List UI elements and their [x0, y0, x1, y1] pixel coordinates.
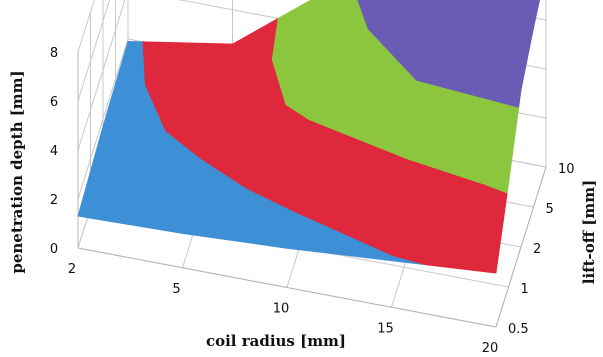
surface-patch — [142, 41, 233, 87]
z-tick-label: 0 — [50, 242, 58, 257]
z-tick-label: 6 — [50, 95, 58, 110]
y-tick-label: 2 — [533, 242, 541, 257]
z-tick-label: 8 — [50, 46, 58, 61]
y-axis-title: lift-off [mm] — [580, 180, 598, 284]
surface-patch — [484, 183, 509, 194]
z-tick-label: 2 — [50, 193, 58, 208]
x-axis-line — [77, 247, 497, 328]
x-tick-label: 2 — [68, 262, 76, 277]
x-tick-label: 20 — [482, 341, 499, 356]
x-axis-title: coil radius [mm] — [206, 332, 346, 350]
surface-plot — [77, 0, 541, 274]
x-tick-label: 10 — [273, 302, 290, 317]
z-tick-label: 4 — [50, 144, 58, 159]
y-axis-line — [495, 166, 547, 328]
left-wall-gridline — [77, 0, 95, 53]
surface-patch — [391, 184, 508, 274]
y-tick-label: 0.5 — [508, 322, 529, 337]
y-tick-label: 10 — [558, 162, 575, 177]
y-tick-label: 5 — [546, 202, 554, 217]
y-tick-label: 1 — [521, 282, 529, 297]
x-tick-label: 15 — [377, 321, 394, 336]
surface-patch — [416, 79, 522, 108]
surface-patch — [416, 22, 534, 91]
x-tick-label: 5 — [172, 282, 180, 297]
z-axis-title: penetration depth [mm] — [8, 70, 26, 273]
